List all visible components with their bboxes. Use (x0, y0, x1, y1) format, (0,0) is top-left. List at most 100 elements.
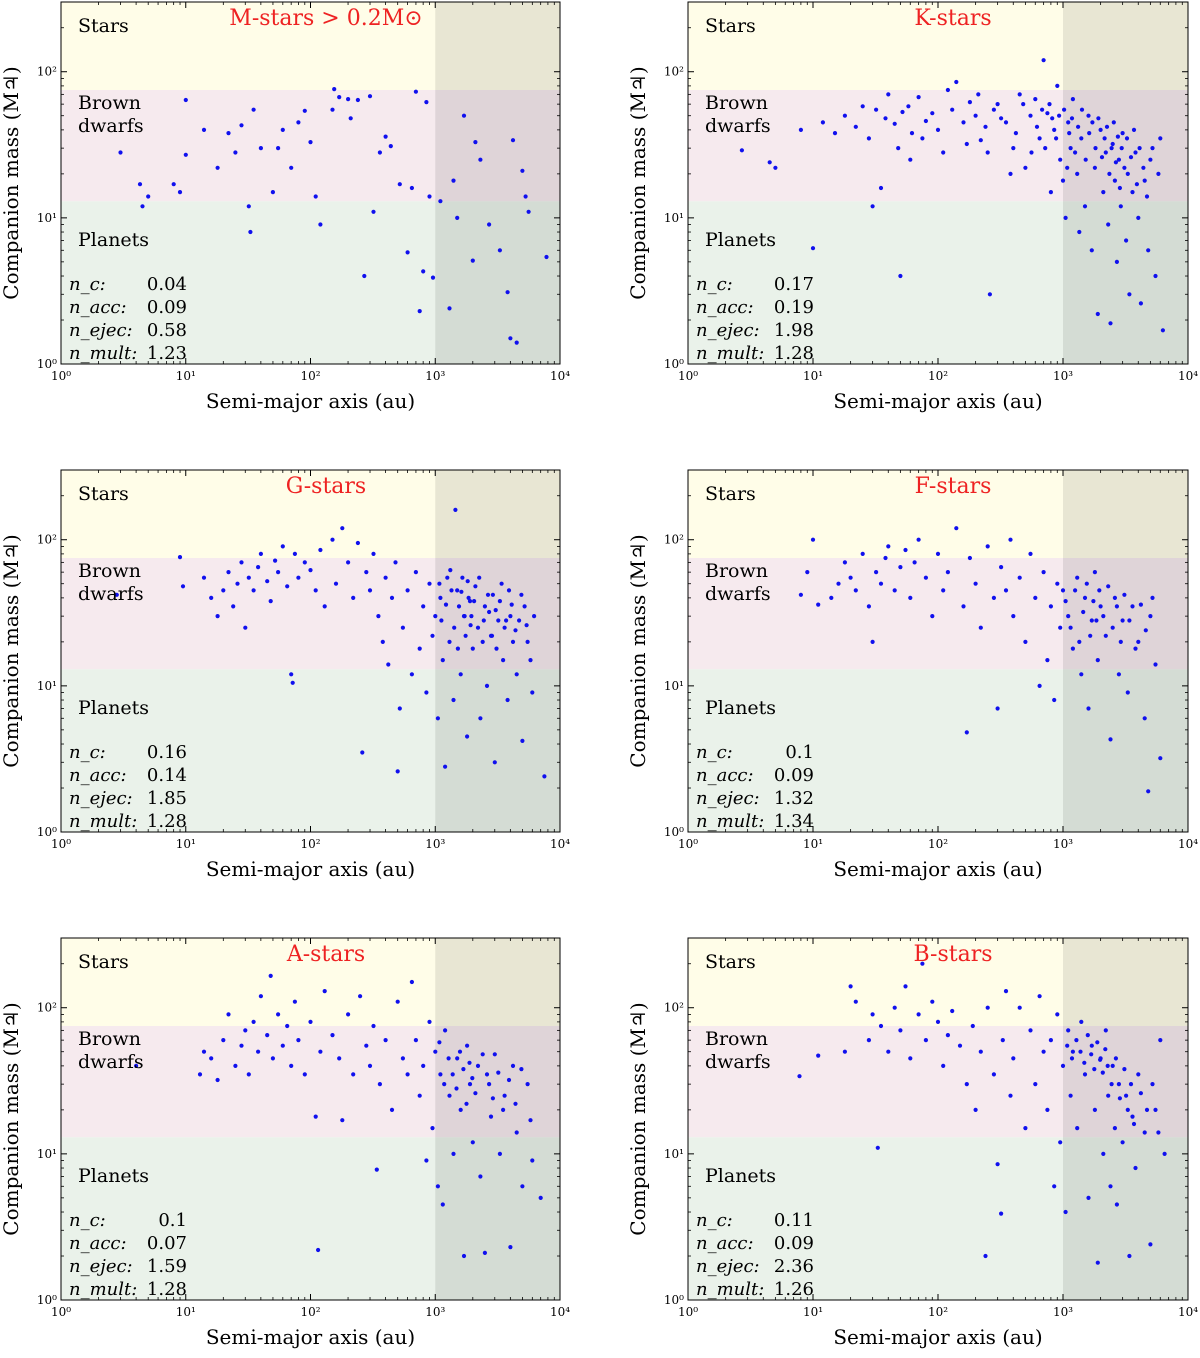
data-point (455, 1056, 460, 1061)
y-tick-label: 10² (664, 65, 684, 79)
y-tick-label: 10¹ (37, 679, 57, 693)
stat-label: n_c: (696, 1210, 733, 1231)
data-point (1003, 120, 1009, 125)
data-point (1130, 604, 1135, 609)
data-point (1060, 1063, 1066, 1068)
data-point (438, 595, 443, 601)
data-point (1040, 107, 1045, 112)
data-point (1137, 146, 1142, 151)
data-point (1118, 639, 1123, 645)
data-point (1125, 690, 1130, 695)
data-point (1136, 639, 1141, 645)
data-point (1073, 588, 1078, 593)
stars-region (688, 938, 1188, 1026)
data-point (1037, 136, 1042, 141)
data-point (1079, 672, 1084, 677)
data-point (987, 292, 993, 297)
data-point (954, 79, 959, 85)
data-point (1008, 171, 1013, 176)
data-point (231, 604, 236, 609)
data-point (870, 639, 875, 645)
data-point (526, 209, 531, 214)
data-point (1023, 1126, 1028, 1131)
data-point (445, 575, 450, 580)
stat-value: 1.32 (774, 788, 814, 809)
data-point (318, 547, 323, 553)
data-point (1156, 1130, 1161, 1135)
stars-region (688, 2, 1188, 90)
wide-orbit-shade (1063, 470, 1188, 832)
data-point (810, 246, 816, 251)
data-point (475, 625, 481, 630)
data-point (292, 551, 297, 557)
data-point (524, 623, 529, 628)
data-point (477, 575, 482, 580)
x-tick-label: 10⁴ (550, 1305, 570, 1319)
data-point (405, 250, 410, 255)
data-point (1114, 1202, 1119, 1207)
data-point (313, 1114, 318, 1119)
stat-value: 0.58 (147, 320, 187, 341)
x-axis-label: Semi-major axis (au) (206, 389, 415, 413)
stars-region (61, 2, 560, 90)
data-point (383, 575, 388, 580)
data-point (437, 1040, 442, 1045)
data-point (1153, 662, 1158, 667)
data-point (916, 1012, 921, 1017)
data-point (367, 94, 373, 99)
y-tick-label: 10⁰ (664, 357, 684, 371)
data-point (226, 131, 231, 136)
data-point (1127, 1253, 1132, 1259)
data-point (337, 95, 342, 100)
data-point (340, 526, 345, 531)
data-point (961, 604, 966, 609)
data-point (903, 984, 908, 989)
scatter-points (134, 973, 543, 1259)
data-point (848, 984, 853, 989)
data-point (1089, 1052, 1094, 1057)
brown-dwarf-region (688, 1025, 1188, 1138)
data-point (935, 551, 941, 557)
data-point (1103, 633, 1108, 638)
data-point (493, 608, 498, 613)
data-point (1052, 127, 1057, 132)
data-point (1130, 190, 1135, 195)
data-point (492, 1052, 497, 1057)
stat-label: n_c: (69, 274, 106, 295)
data-point (330, 537, 335, 542)
y-tick-label: 10¹ (664, 1147, 684, 1161)
data-point (308, 568, 313, 573)
data-point (258, 994, 263, 999)
data-point (1098, 1057, 1103, 1062)
data-point (1092, 570, 1097, 575)
brown-dwarf-region (61, 557, 560, 670)
data-point (739, 148, 745, 153)
data-point (1101, 614, 1106, 619)
data-point (355, 540, 360, 546)
data-point (251, 107, 256, 112)
data-point (514, 340, 519, 345)
data-point (465, 579, 470, 584)
data-point (866, 1038, 872, 1043)
data-point (1008, 537, 1013, 542)
data-point (395, 999, 400, 1004)
wide-orbit-shade (435, 938, 560, 1300)
data-point (1093, 146, 1098, 151)
data-point (1122, 165, 1127, 170)
data-point (1091, 599, 1096, 604)
data-point (397, 706, 402, 711)
stars-label: Stars (78, 15, 129, 37)
data-point (1033, 97, 1038, 102)
data-point (388, 144, 393, 149)
x-tick-label: 10³ (1053, 1305, 1073, 1319)
data-point (395, 769, 400, 774)
data-point (276, 570, 281, 575)
data-point (1050, 116, 1055, 121)
data-point (197, 1072, 203, 1077)
planet-region (688, 1137, 1188, 1300)
data-point (528, 1118, 533, 1123)
data-point (351, 595, 356, 601)
data-point (874, 570, 879, 575)
data-point (1124, 238, 1129, 243)
data-point (1054, 136, 1059, 141)
